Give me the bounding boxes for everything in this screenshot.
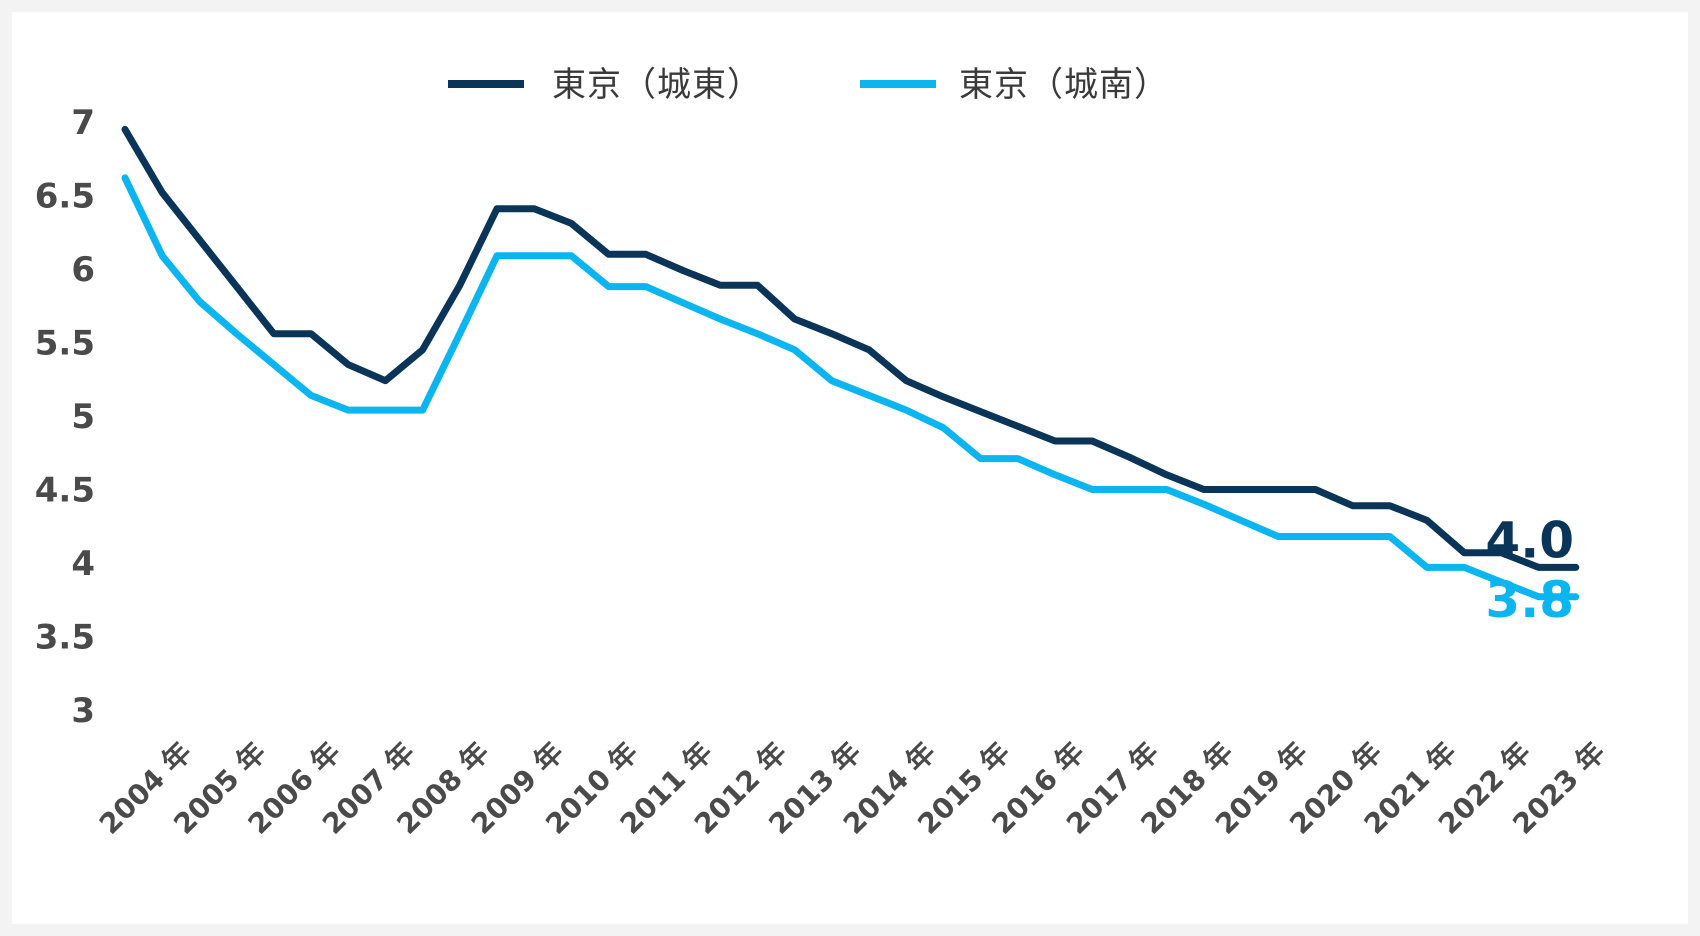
y-tick-label: 3 xyxy=(71,691,95,731)
y-tick-label: 5.5 xyxy=(35,324,95,364)
y-tick-label: 3.5 xyxy=(35,618,95,658)
y-tick-label: 6.5 xyxy=(35,177,95,217)
end-value-label-series-2: 3.8 xyxy=(1485,571,1574,629)
y-axis: 7 6.5 6 5.5 5 4.5 4 3.5 3 xyxy=(35,103,95,731)
chart-card: 東京（城東） 東京（城南） 7 6.5 6 5.5 5 4.5 4 3.5 3 2004 年 20… xyxy=(12,12,1688,924)
line-chart: 東京（城東） 東京（城南） 7 6.5 6 5.5 5 4.5 4 3.5 3 2004 年20… xyxy=(35,65,1612,841)
series-line-1 xyxy=(121,125,1580,571)
y-tick-label: 5 xyxy=(71,397,95,437)
plot-area xyxy=(121,125,1580,601)
y-tick-label: 4 xyxy=(71,544,95,584)
legend-label-series-2: 東京（城南） xyxy=(959,65,1169,105)
series-line-2 xyxy=(121,174,1580,601)
y-tick-label: 4.5 xyxy=(35,471,95,511)
end-value-label-series-1: 4.0 xyxy=(1485,511,1574,569)
end-labels: 4.03.8 xyxy=(1485,511,1574,628)
y-tick-label: 7 xyxy=(71,103,95,143)
legend-label-series-1: 東京（城東） xyxy=(552,65,762,105)
y-tick-label: 6 xyxy=(71,250,95,290)
legend: 東京（城東） 東京（城南） xyxy=(448,65,1169,105)
